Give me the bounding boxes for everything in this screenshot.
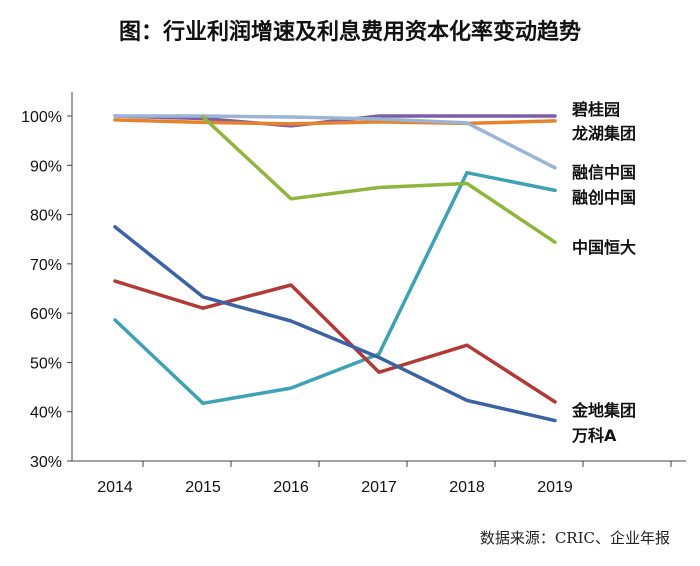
y-tick-label: 80% <box>30 208 62 225</box>
x-tick-label: 2019 <box>537 479 573 496</box>
series-line <box>113 225 557 423</box>
series-line <box>113 170 557 406</box>
axes <box>71 92 686 462</box>
y-tick-label: 70% <box>30 257 62 274</box>
source-note: 数据来源：CRIC、企业年报 <box>479 529 670 547</box>
series-label: 融创中国 <box>572 188 636 207</box>
x-tick-label: 2017 <box>361 479 397 496</box>
series-label: 龙湖集团 <box>571 124 636 143</box>
series-line <box>113 114 557 170</box>
y-axis-ticks: 30% 40% 50% 60% 70% 80% 90% 100% <box>21 109 72 471</box>
series-label: 金地集团 <box>571 401 636 420</box>
x-tick-label: 2016 <box>273 479 309 496</box>
y-tick-label: 90% <box>30 158 62 175</box>
series-line <box>201 115 557 244</box>
chart-title: 图：行业利润增速及利息费用资本化率变动趋势 <box>118 20 581 45</box>
y-tick-label: 60% <box>30 306 62 323</box>
y-tick-label: 30% <box>30 454 62 471</box>
series-label: 融信中国 <box>572 163 636 182</box>
x-tick-label: 2015 <box>185 479 221 496</box>
y-tick-label: 100% <box>21 109 62 126</box>
y-tick-label: 50% <box>30 355 62 372</box>
series-label: 碧桂园 <box>571 100 620 119</box>
series-label: 万科A <box>571 426 617 445</box>
series-line <box>113 279 557 404</box>
x-tick-label: 2018 <box>449 479 485 496</box>
series-lines <box>113 114 557 423</box>
series-line <box>113 118 557 126</box>
x-tick-label: 2014 <box>97 479 133 496</box>
x-axis-ticks: 2014 2015 2016 2017 2018 2019 <box>97 461 672 496</box>
y-tick-label: 40% <box>30 405 62 422</box>
series-line <box>113 114 557 128</box>
series-label: 中国恒大 <box>572 238 636 257</box>
